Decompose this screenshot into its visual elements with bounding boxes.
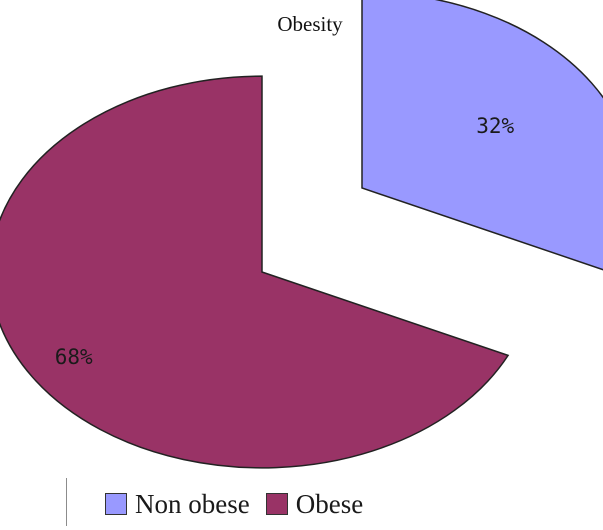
pie-slice-obese <box>0 75 510 469</box>
legend-item-non-obese: Non obese <box>105 489 250 520</box>
pie-label-non-obese: 32% <box>476 114 514 138</box>
legend-label-non-obese: Non obese <box>135 488 250 519</box>
legend-label-obese: Obese <box>295 488 364 519</box>
legend-swatch-obese <box>265 493 288 515</box>
chart-legend: Non obese Obese <box>105 486 379 522</box>
pie-slice-non-obese <box>361 0 603 271</box>
pie-chart: 32% 68% <box>0 0 603 469</box>
pie-label-obese: 68% <box>55 345 93 369</box>
legend-item-obese: Obese <box>265 488 364 520</box>
chart-title: Obesity <box>277 12 343 36</box>
legend-swatch-non-obese <box>105 493 127 515</box>
legend-divider <box>66 478 67 526</box>
